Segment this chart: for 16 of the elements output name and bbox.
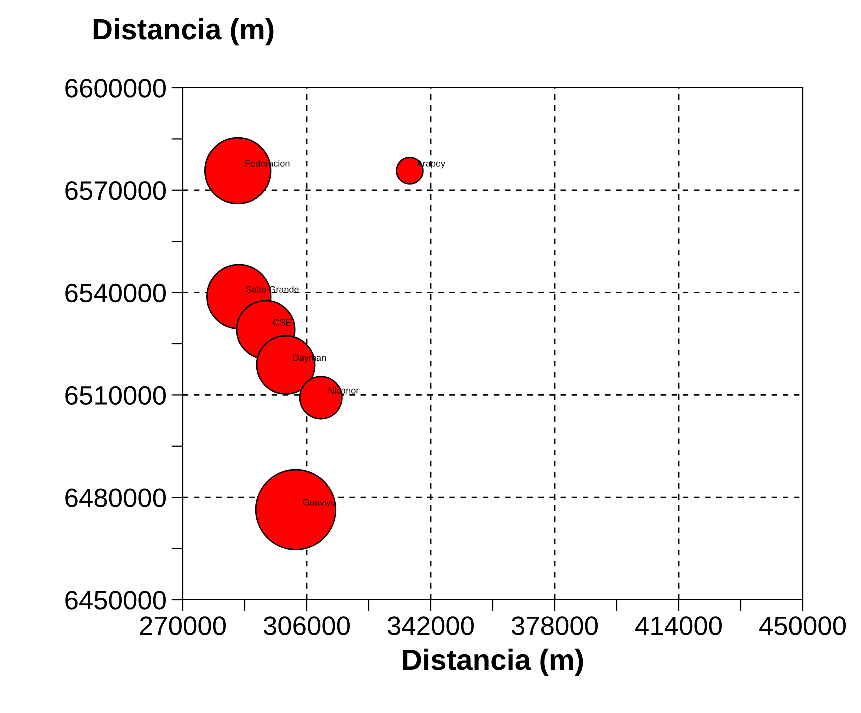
x-tick-label: 378000 — [512, 616, 598, 636]
x-tick-label: 414000 — [636, 616, 722, 636]
annotation: Guaviyu — [303, 499, 336, 508]
y-axis-title: Distancia (m) — [94, 18, 274, 46]
x-tick-label: 342000 — [388, 616, 474, 636]
y-tick-label: 6540000 — [66, 284, 166, 303]
y-tick-label: 6570000 — [66, 182, 166, 200]
x-axis-title: Distancia (m) — [403, 648, 584, 676]
x-tick-label: 450000 — [760, 616, 846, 636]
x-tick-label: 270000 — [140, 616, 226, 636]
y-tick-label: 6450000 — [66, 591, 166, 610]
x-tick-label: 306000 — [264, 616, 350, 636]
y-tick-label: 6600000 — [66, 79, 166, 98]
y-tick-label: 6480000 — [66, 488, 166, 508]
y-tick-label: 6510000 — [66, 386, 166, 406]
annotation: CSE — [273, 320, 292, 326]
